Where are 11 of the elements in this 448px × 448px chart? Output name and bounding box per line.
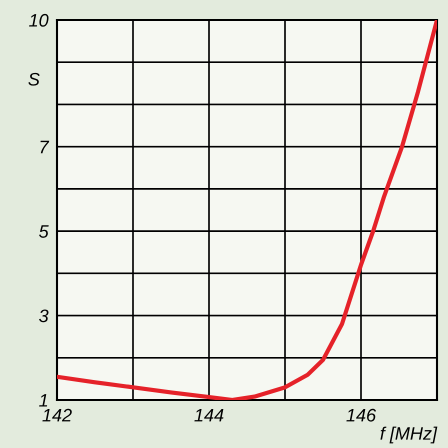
y-tick-label: 10 [29,14,49,27]
y-tick-label: 5 [39,225,49,238]
y-tick-label: 7 [40,140,50,154]
x-axis-title: f [MHz] [380,426,438,444]
y-tick-label: 1 [39,394,48,407]
y-axis-title: S [28,72,40,86]
x-tick-label: 144 [194,408,224,422]
x-tick-label: 142 [42,408,72,422]
y-tick-label: 3 [39,309,49,322]
line-series [57,20,437,400]
x-tick-label: 146 [346,408,376,422]
